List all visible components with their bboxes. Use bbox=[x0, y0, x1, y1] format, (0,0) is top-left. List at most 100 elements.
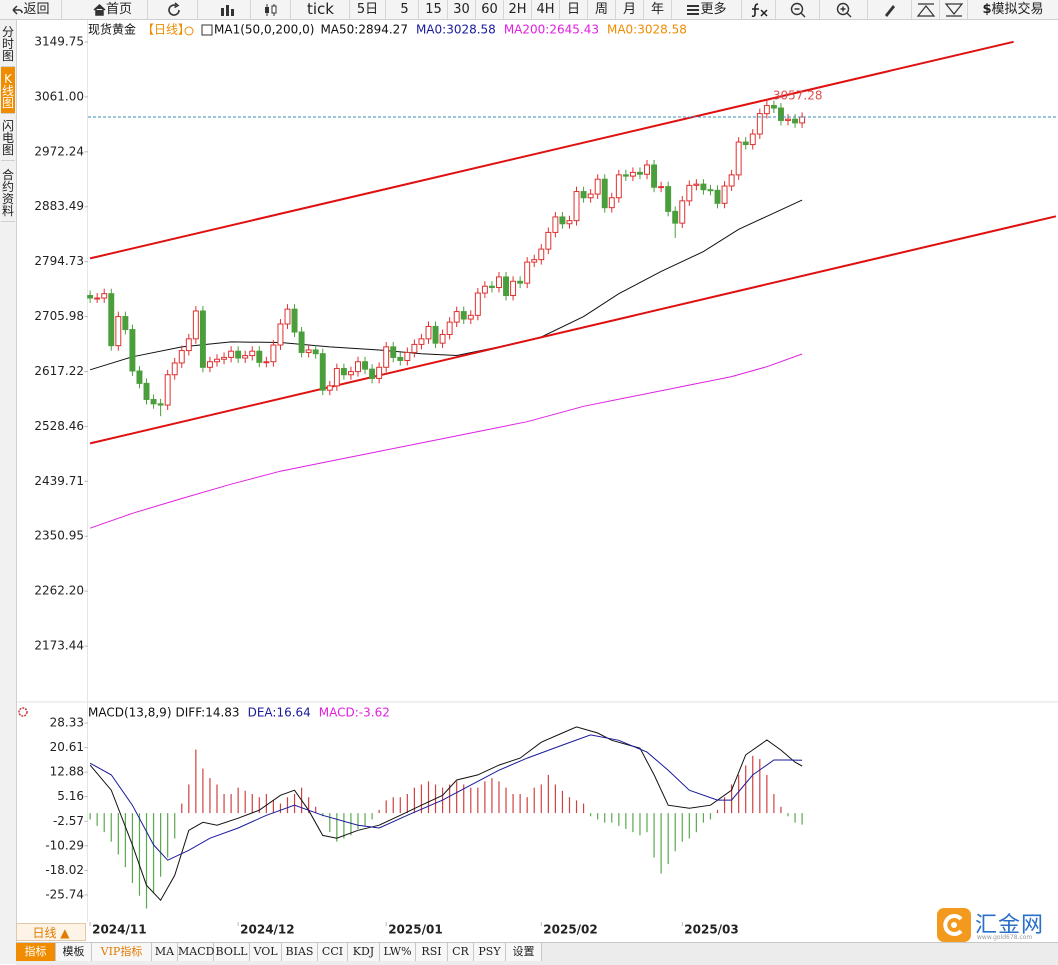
candle-body bbox=[538, 248, 545, 261]
y-tick-label: 2794.73 bbox=[34, 254, 84, 268]
candle-icon bbox=[220, 4, 234, 16]
y-tick-label: 2173.44 bbox=[34, 639, 84, 653]
candle-body bbox=[510, 280, 517, 297]
logo-name: 汇金网 bbox=[975, 913, 1045, 938]
sidebar-tab[interactable]: 合约资料 bbox=[1, 161, 15, 222]
up-button[interactable] bbox=[912, 0, 940, 19]
refresh-button[interactable] bbox=[150, 0, 198, 19]
indicator-tab[interactable]: RSI bbox=[416, 943, 448, 961]
indicator-tab[interactable]: PSY bbox=[474, 943, 506, 961]
formula-button[interactable] bbox=[742, 0, 776, 19]
candle-body bbox=[460, 311, 467, 320]
indicator-line bbox=[89, 215, 1057, 445]
candle-body bbox=[277, 323, 284, 346]
gear-icon bbox=[18, 707, 28, 717]
period-button[interactable]: 周 bbox=[588, 0, 616, 19]
indicator-tab[interactable]: KDJ bbox=[348, 943, 380, 961]
sidebar-tab[interactable]: K线图 bbox=[1, 67, 15, 114]
candle-body bbox=[136, 370, 143, 384]
y-tick-label: 2972.24 bbox=[34, 144, 84, 158]
zoom-out-button[interactable] bbox=[776, 0, 820, 19]
x-tick-label: 2025/01 bbox=[388, 923, 442, 937]
period-button[interactable]: 30 bbox=[448, 0, 476, 19]
draw-button[interactable] bbox=[868, 0, 912, 19]
more-button[interactable]: 更多 bbox=[672, 0, 742, 19]
period-button[interactable]: 年 bbox=[644, 0, 672, 19]
x-tick-label: 2025/03 bbox=[684, 923, 738, 937]
indicator-tab[interactable]: LW% bbox=[380, 943, 416, 961]
candle-type-button[interactable] bbox=[205, 0, 251, 19]
candle-body bbox=[714, 189, 721, 204]
x-tick-label: 2024/12 bbox=[240, 923, 294, 937]
candle-body bbox=[305, 349, 312, 353]
candle-body bbox=[672, 210, 679, 224]
candle-body bbox=[199, 310, 206, 368]
y-tick-label: -18.02 bbox=[45, 863, 84, 877]
y-tick-label: 20.61 bbox=[50, 740, 84, 754]
zoom-in-button[interactable] bbox=[820, 0, 868, 19]
period-button[interactable]: 15 bbox=[420, 0, 448, 19]
indicator-tab[interactable]: BIAS bbox=[282, 943, 318, 961]
candle-body bbox=[108, 293, 115, 347]
candle-style-button[interactable] bbox=[251, 0, 291, 19]
formula-icon bbox=[751, 2, 768, 17]
legend-label: MACD(13,8,9) bbox=[88, 706, 172, 720]
candle-body bbox=[355, 361, 361, 373]
indicator-tab[interactable]: VOL bbox=[250, 943, 282, 961]
period-button[interactable]: 5 bbox=[391, 0, 419, 19]
candle-body bbox=[369, 368, 376, 379]
y-tick-label: -2.57 bbox=[53, 814, 84, 828]
period-button[interactable]: 60 bbox=[476, 0, 504, 19]
indicator-tab[interactable]: 设置 bbox=[506, 943, 542, 961]
indicator-tab[interactable]: MA bbox=[152, 943, 178, 961]
period-button[interactable]: 日 bbox=[560, 0, 588, 19]
period-tab[interactable]: 日线 ▲ bbox=[16, 923, 86, 941]
indicator-tab[interactable]: 模板 bbox=[56, 943, 92, 961]
period-button[interactable]: 月 bbox=[616, 0, 644, 19]
candle-body bbox=[453, 311, 460, 323]
candle-body bbox=[693, 183, 700, 186]
sidebar-tab[interactable]: 分时图 bbox=[1, 20, 15, 67]
home-button[interactable]: 首页 bbox=[78, 0, 148, 19]
legend-label: MA50:2894.27 bbox=[320, 23, 408, 37]
candle-body bbox=[228, 350, 235, 358]
candle-body bbox=[763, 105, 770, 115]
indicator-tab[interactable]: MACD bbox=[178, 943, 214, 961]
candle-body bbox=[777, 107, 784, 121]
candle-body bbox=[164, 374, 171, 406]
sim-trade-button[interactable]: $模拟交易 bbox=[968, 0, 1058, 19]
indicator-tab[interactable]: 指标 bbox=[16, 943, 56, 961]
period-button[interactable]: 2H bbox=[504, 0, 532, 19]
candle-body bbox=[263, 361, 270, 364]
candle-body bbox=[101, 293, 108, 299]
candle-body bbox=[615, 174, 622, 199]
indicator-tab[interactable]: CCI bbox=[318, 943, 348, 961]
indicator-tab[interactable]: VIP指标 bbox=[92, 943, 152, 961]
refresh-icon bbox=[167, 1, 180, 16]
home-icon bbox=[93, 3, 106, 16]
candle-body bbox=[150, 398, 157, 405]
down-button[interactable] bbox=[940, 0, 968, 19]
candle-body bbox=[298, 331, 305, 353]
back-button[interactable]: 返回 bbox=[0, 0, 62, 19]
period-button[interactable]: tick bbox=[292, 0, 350, 19]
indicator-line bbox=[89, 199, 803, 371]
zoom-in-icon bbox=[836, 2, 851, 17]
period-button[interactable]: 5日 bbox=[350, 0, 386, 19]
logo-icon bbox=[937, 908, 971, 942]
sidebar-tab[interactable]: 闪电图 bbox=[1, 114, 15, 161]
zoom-out-icon bbox=[790, 2, 805, 17]
period-button[interactable]: 4H bbox=[532, 0, 560, 19]
y-tick-label: 2617.22 bbox=[34, 364, 84, 378]
candle-body bbox=[488, 285, 495, 288]
indicator-tab[interactable]: BOLL bbox=[214, 943, 250, 961]
candle-body bbox=[326, 385, 333, 391]
x-tick-label: 2025/02 bbox=[543, 923, 597, 937]
candle-body bbox=[552, 216, 559, 233]
y-tick-label: -25.74 bbox=[45, 887, 84, 901]
candle-body bbox=[721, 185, 728, 204]
down-triangle-icon bbox=[944, 2, 963, 17]
y-tick-label: 5.16 bbox=[57, 789, 84, 803]
indicator-tab[interactable]: CR bbox=[448, 943, 474, 961]
